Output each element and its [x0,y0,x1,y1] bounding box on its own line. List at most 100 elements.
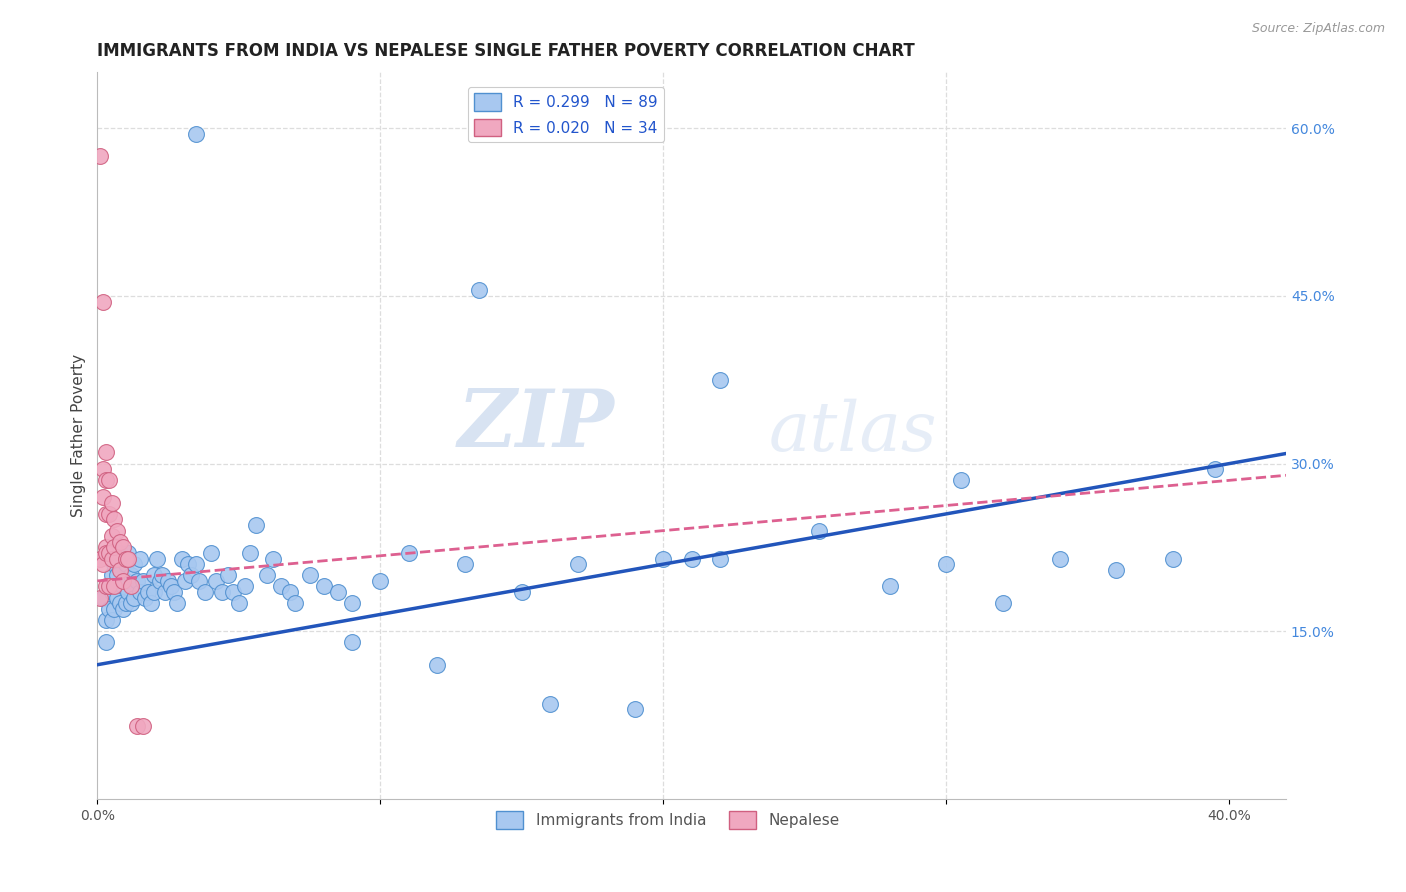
Text: IMMIGRANTS FROM INDIA VS NEPALESE SINGLE FATHER POVERTY CORRELATION CHART: IMMIGRANTS FROM INDIA VS NEPALESE SINGLE… [97,42,915,60]
Point [270,580,292,594]
Point [100,585,122,599]
Point [94,580,117,594]
Point [186,127,208,141]
Point [103,580,125,594]
Point [808,524,831,538]
Point [991,596,1014,610]
Y-axis label: Single Father Poverty: Single Father Poverty [72,354,86,517]
Point [211,585,233,599]
Point [114,551,136,566]
Point [97,546,120,560]
Point [103,557,125,571]
Point [538,697,561,711]
Point [205,574,228,588]
Point [131,719,153,733]
Point [177,557,200,571]
Point [100,529,122,543]
Point [89,551,111,566]
Point [256,568,278,582]
Text: ZIP: ZIP [457,386,614,464]
Point [111,602,134,616]
Point [128,585,150,599]
Point [117,551,139,566]
Point [91,462,114,476]
Point [105,568,128,582]
Point [567,557,589,571]
Point [949,473,972,487]
Point [186,557,208,571]
Point [157,574,180,588]
Point [652,551,675,566]
Point [122,557,145,571]
Point [100,568,122,582]
Point [120,568,142,582]
Point [326,585,349,599]
Point [278,585,301,599]
Point [370,574,392,588]
Point [108,534,131,549]
Point [91,294,114,309]
Point [97,602,120,616]
Point [262,551,284,566]
Point [111,580,134,594]
Point [454,557,477,571]
Point [103,580,125,594]
Point [149,574,172,588]
Point [120,596,142,610]
Point [100,613,122,627]
Point [188,574,211,588]
Point [89,591,111,605]
Point [142,585,165,599]
Point [103,602,125,616]
Point [105,551,128,566]
Point [1049,551,1071,566]
Point [233,580,256,594]
Point [134,591,156,605]
Point [94,445,117,459]
Point [108,563,131,577]
Text: atlas: atlas [769,399,938,466]
Point [114,596,136,610]
Point [94,613,117,627]
Point [111,574,134,588]
Point [97,507,120,521]
Point [160,580,183,594]
Point [166,596,188,610]
Point [97,580,120,594]
Point [468,284,491,298]
Point [105,524,128,538]
Point [94,507,117,521]
Point [174,574,197,588]
Point [125,719,148,733]
Point [172,551,194,566]
Point [879,580,901,594]
Point [340,635,363,649]
Point [136,585,159,599]
Point [935,557,957,571]
Point [128,551,150,566]
Point [146,551,169,566]
Point [91,557,114,571]
Point [681,551,703,566]
Point [1161,551,1184,566]
Point [228,596,250,610]
Point [239,546,262,560]
Point [94,635,117,649]
Point [114,574,136,588]
Point [117,585,139,599]
Point [163,585,186,599]
Point [97,473,120,487]
Point [245,518,267,533]
Point [117,546,139,560]
Point [100,551,122,566]
Point [180,568,202,582]
Point [131,574,153,588]
Point [91,591,114,605]
Point [139,596,162,610]
Point [122,591,145,605]
Point [1105,563,1128,577]
Point [426,657,449,672]
Point [398,546,420,560]
Point [1204,462,1226,476]
Point [89,149,111,163]
